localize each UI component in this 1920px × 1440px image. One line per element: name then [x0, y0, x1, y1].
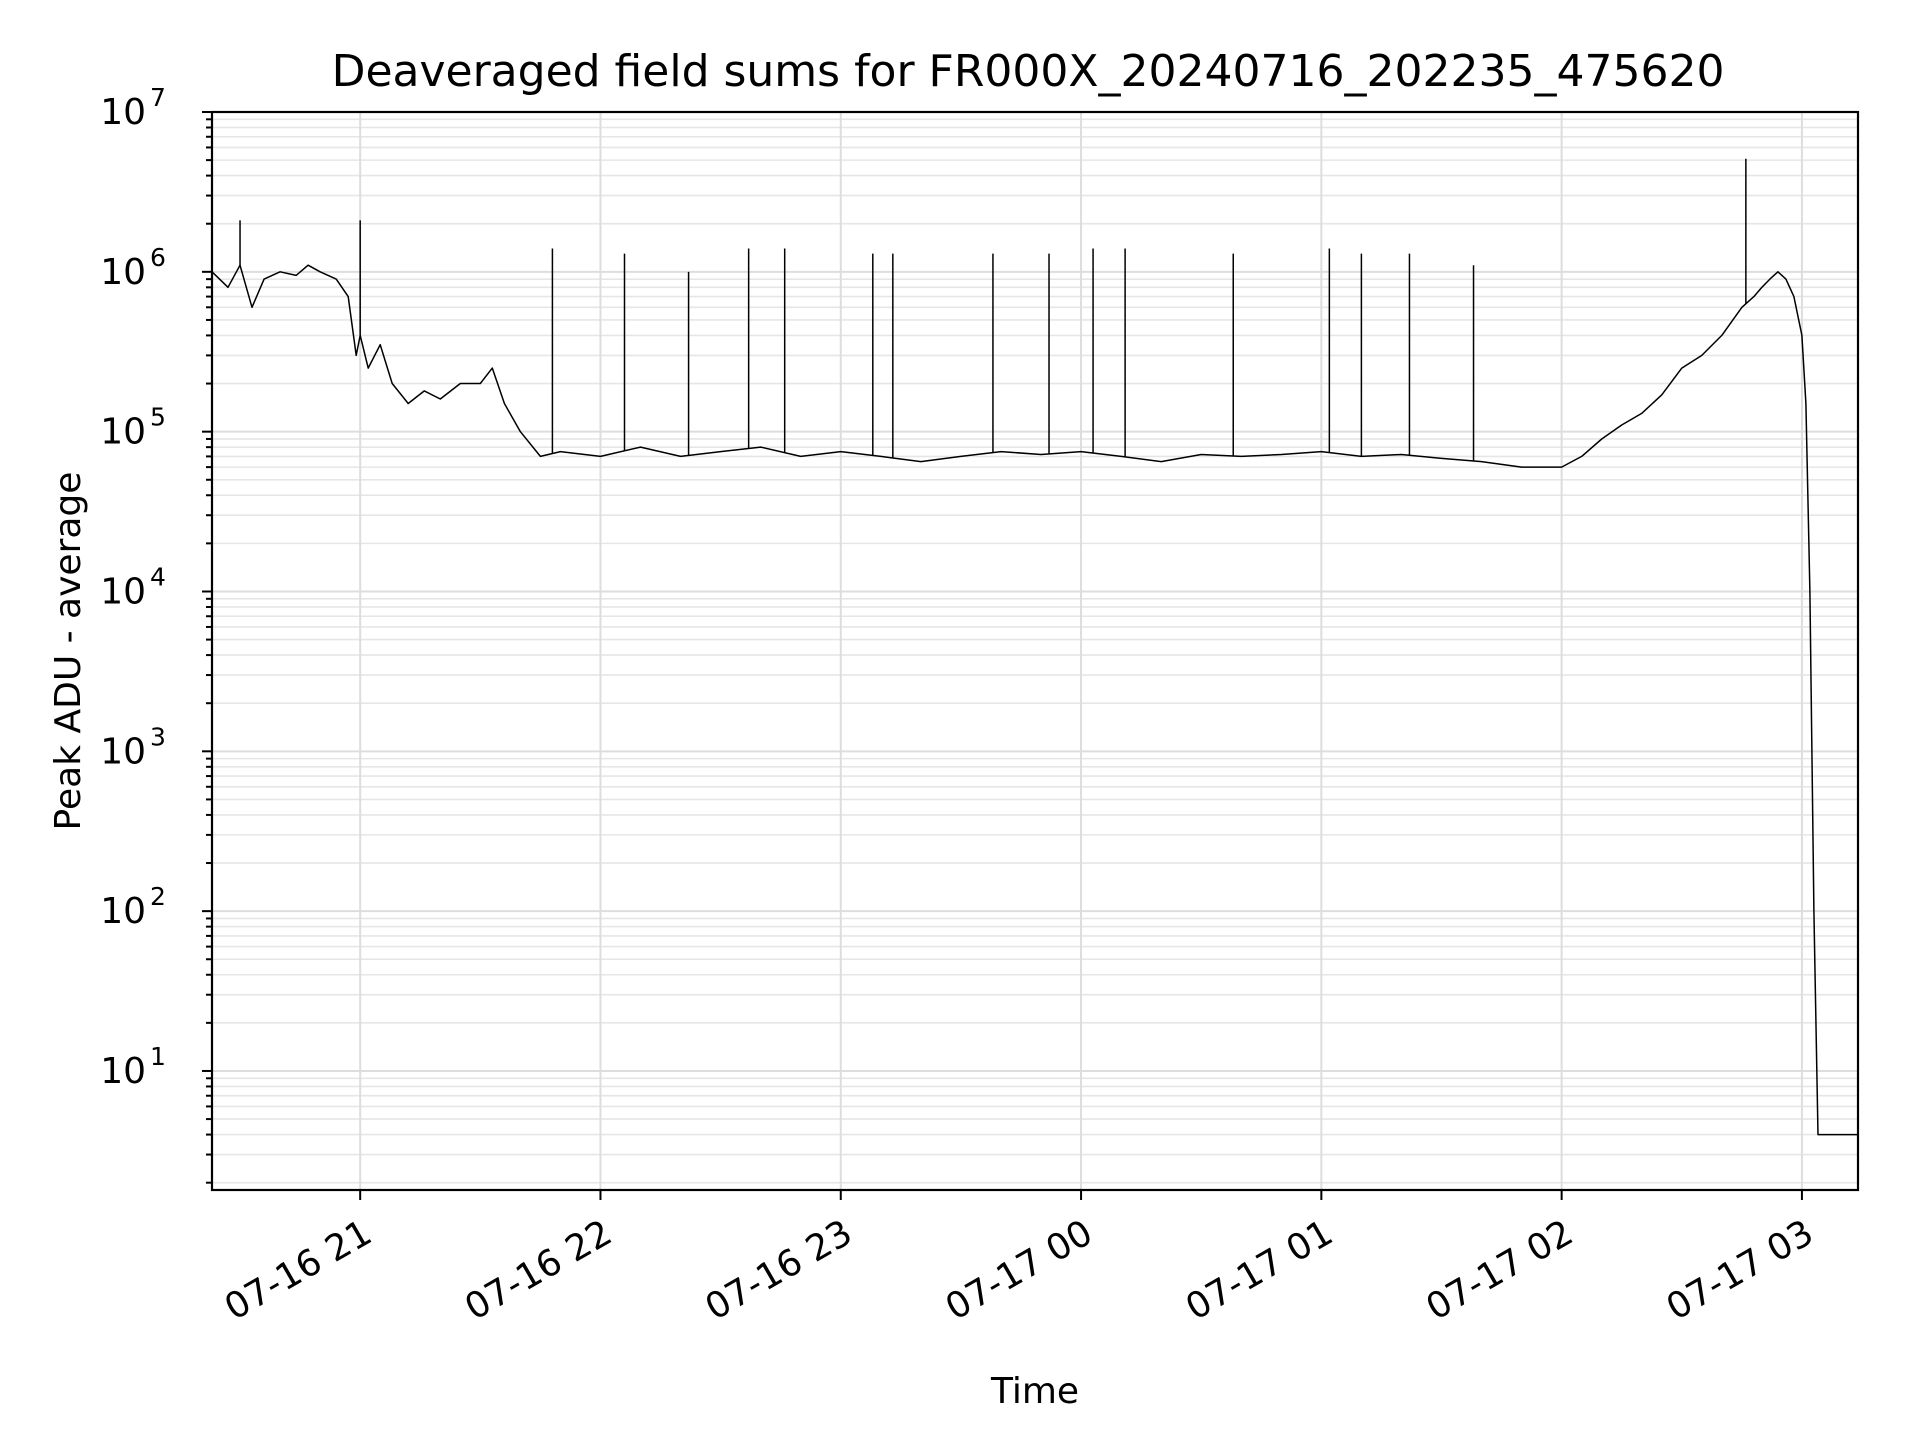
y-tick-label-exponent: 6	[150, 243, 166, 272]
chart-title: Deaveraged field sums for FR000X_2024071…	[332, 46, 1725, 97]
y-tick-label: 10 2	[100, 882, 166, 932]
y-tick-label-exponent: 3	[150, 722, 166, 751]
y-tick-label: 10 4	[100, 562, 166, 612]
x-axis-label: Time	[990, 1371, 1079, 1412]
y-tick-label: 10 7	[100, 83, 166, 133]
y-tick-label-base: 10	[100, 571, 146, 612]
y-tick-label-exponent: 4	[150, 562, 166, 591]
y-tick-label-base: 10	[100, 412, 146, 453]
series-line	[211, 264, 1858, 1136]
series-group	[211, 158, 1858, 1136]
y-tick-label-exponent: 5	[150, 403, 166, 432]
y-tick-label: 10 5	[100, 403, 166, 453]
y-tick-label-base: 10	[100, 1051, 146, 1092]
y-tick-label-exponent: 2	[150, 882, 166, 911]
y-tick-label: 10 1	[100, 1042, 166, 1092]
y-tick-label-base: 10	[100, 92, 146, 133]
y-tick-label-exponent: 1	[150, 1042, 166, 1071]
y-tick-label-base: 10	[100, 731, 146, 772]
grid	[212, 111, 1858, 1190]
plot-frame	[210, 110, 1860, 1192]
y-tick-label-base: 10	[100, 252, 146, 293]
y-tick-label: 10 6	[100, 243, 166, 293]
y-axis-label: Peak ADU - average	[48, 472, 89, 831]
y-tick-label-exponent: 7	[150, 83, 166, 112]
y-tick-label-base: 10	[100, 891, 146, 932]
y-tick-label: 10 3	[100, 722, 166, 772]
